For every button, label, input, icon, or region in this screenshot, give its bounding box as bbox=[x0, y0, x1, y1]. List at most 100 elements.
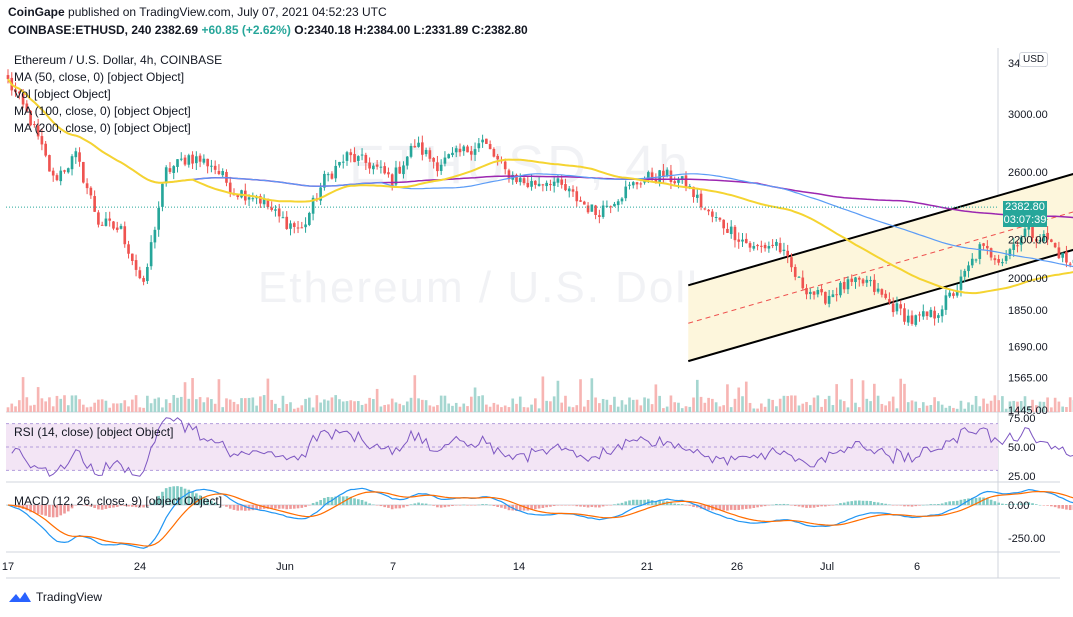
macd-hist-bar bbox=[78, 504, 81, 505]
volume-bar bbox=[993, 395, 997, 412]
candle-body bbox=[466, 146, 469, 153]
macd-hist-bar bbox=[40, 505, 44, 515]
candle-body bbox=[119, 225, 123, 229]
candle-body bbox=[948, 292, 951, 297]
tradingview-footer[interactable]: TradingView bbox=[8, 590, 102, 604]
volume-bar bbox=[142, 407, 145, 412]
volume-bar bbox=[891, 396, 895, 412]
macd-hist-bar bbox=[654, 500, 658, 505]
candle-body bbox=[432, 157, 435, 162]
candle-body bbox=[458, 148, 462, 153]
volume-bar bbox=[300, 405, 304, 412]
macd-hist-bar bbox=[1046, 505, 1049, 506]
currency-badge[interactable]: USD bbox=[1019, 52, 1049, 67]
legend-ma100[interactable]: MA (100, close, 0) [object Object] bbox=[14, 104, 191, 118]
volume-bar bbox=[760, 403, 763, 412]
macd-hist-bar bbox=[168, 486, 172, 505]
candle-body bbox=[108, 218, 112, 221]
volume-bar bbox=[421, 399, 424, 412]
volume-bar bbox=[921, 402, 925, 412]
candle-body bbox=[262, 198, 266, 205]
volume-bar bbox=[503, 405, 507, 412]
macd-hist-bar bbox=[982, 497, 985, 505]
macd-hist-bar bbox=[741, 505, 744, 510]
macd-hist-bar bbox=[582, 505, 586, 507]
candle-body bbox=[782, 249, 786, 252]
candle-body bbox=[349, 152, 353, 156]
candle-body bbox=[609, 206, 612, 208]
volume-bar bbox=[850, 378, 854, 412]
volume-bar bbox=[481, 395, 484, 412]
candle-body bbox=[436, 162, 439, 172]
channel-lower-line bbox=[687, 248, 1073, 363]
volume-bar bbox=[895, 408, 899, 412]
macd-hist-bar bbox=[1050, 505, 1053, 507]
candle-body bbox=[221, 171, 225, 176]
last-price: 2382.69 bbox=[154, 23, 199, 37]
candle-body bbox=[1031, 226, 1034, 238]
macd-hist-bar bbox=[341, 496, 345, 505]
candle-body bbox=[537, 183, 541, 187]
volume-bar bbox=[1053, 397, 1057, 412]
macd-hist-bar bbox=[372, 504, 375, 505]
macd-hist-bar bbox=[594, 505, 597, 508]
volume-bar bbox=[579, 379, 582, 412]
macd-hist-bar bbox=[997, 502, 1000, 505]
candle-body bbox=[247, 197, 251, 200]
macd-histogram bbox=[6, 486, 1073, 518]
legend-volume[interactable]: Vol [object Object] bbox=[14, 87, 111, 101]
macd-hist-bar bbox=[805, 505, 808, 508]
macd-signal-line bbox=[7, 491, 1073, 547]
legend-macd[interactable]: MACD (12, 26, close, 9) [object Object] bbox=[14, 494, 223, 508]
macd-hist-bar bbox=[937, 503, 940, 505]
volume-bar bbox=[1042, 401, 1046, 412]
candle-body bbox=[123, 226, 127, 245]
volume-bar bbox=[439, 395, 443, 412]
volume-bar bbox=[213, 403, 217, 412]
macd-hist-bar bbox=[202, 496, 206, 505]
candle-body bbox=[300, 227, 304, 229]
volume-bar bbox=[873, 383, 876, 412]
volume-bar bbox=[462, 403, 466, 412]
symbol-label[interactable]: COINBASE:ETHUSD, 240 bbox=[8, 23, 152, 37]
volume-bar bbox=[756, 408, 759, 412]
candle-body bbox=[259, 196, 262, 204]
volume-bar bbox=[281, 395, 285, 412]
candle-body bbox=[967, 265, 970, 272]
volume-bar bbox=[827, 395, 831, 412]
macd-hist-bar bbox=[518, 505, 522, 511]
macd-hist-bar bbox=[891, 505, 895, 506]
volume-bar bbox=[665, 406, 669, 412]
volume-bar bbox=[631, 399, 635, 412]
macd-hist-bar bbox=[530, 505, 533, 510]
legend-ma50[interactable]: MA (50, close, 0) [object Object] bbox=[14, 70, 185, 84]
candle-body bbox=[1004, 255, 1008, 261]
volume-bar bbox=[383, 404, 386, 412]
candle-body bbox=[379, 166, 383, 168]
volume-bar bbox=[191, 378, 194, 412]
volume-bar bbox=[255, 405, 258, 412]
candle-body bbox=[680, 176, 684, 180]
price-tick-label: 3000.00 bbox=[1008, 109, 1048, 121]
candle-body bbox=[93, 196, 96, 212]
volume-bar bbox=[876, 395, 880, 412]
volume-bar bbox=[40, 398, 44, 412]
macd-hist-bar bbox=[876, 502, 880, 505]
macd-hist-bar bbox=[500, 505, 503, 508]
volume-bar bbox=[899, 378, 903, 412]
candle-body bbox=[454, 148, 458, 153]
candle-body bbox=[816, 289, 820, 295]
candle-body bbox=[405, 156, 409, 166]
volume-bar bbox=[436, 405, 439, 412]
macd-hist-bar bbox=[334, 496, 338, 505]
legend-rsi[interactable]: RSI (14, close) [object Object] bbox=[14, 425, 174, 439]
macd-hist-bar bbox=[790, 505, 793, 506]
volume-bar bbox=[349, 400, 353, 412]
macd-hist-bar bbox=[424, 503, 428, 505]
candle-body bbox=[775, 241, 778, 246]
legend-ma200[interactable]: MA (200, close, 0) [object Object] bbox=[14, 121, 191, 135]
volume-bar bbox=[567, 406, 571, 412]
volume-bar bbox=[575, 405, 579, 412]
macd-hist-bar bbox=[394, 505, 398, 509]
